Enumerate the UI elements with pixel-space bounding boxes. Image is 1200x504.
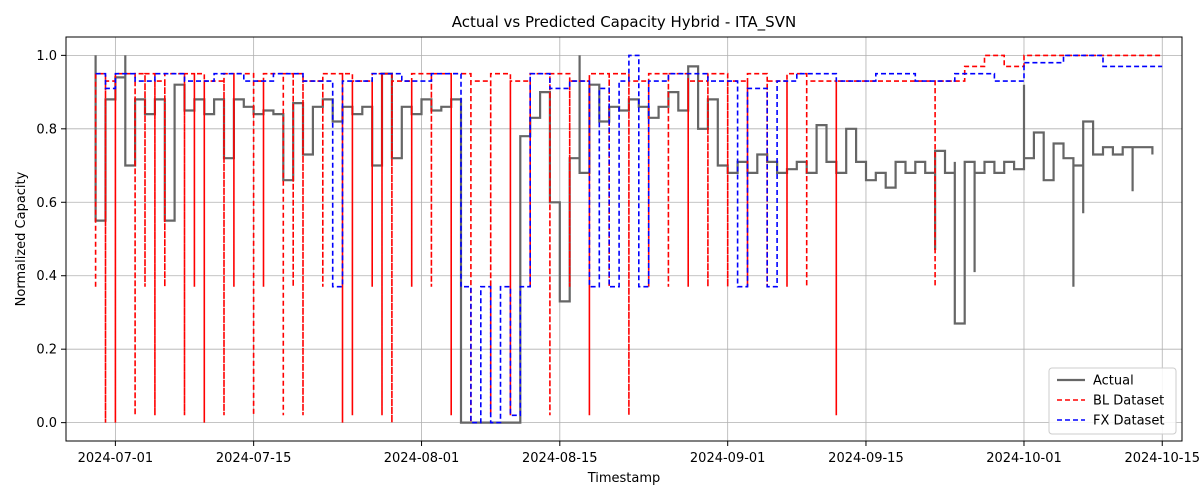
series-line-fx-dataset [95, 54, 1163, 424]
legend-label: FX Dataset [1093, 414, 1164, 429]
x-axis: 2024-07-01 2024-07-15 2024-08-01 2024-08-15… [78, 441, 1200, 466]
x-tick-label: 2024-08-01 [384, 451, 460, 466]
x-tick-label: 2024-08-15 [522, 451, 598, 466]
y-tick-label: 0.6 [36, 196, 57, 211]
series-layer [94, 54, 1163, 424]
legend-label: Actual [1093, 374, 1134, 389]
chart-title: Actual vs Predicted Capacity Hybrid - IT… [452, 13, 796, 32]
x-tick-label: 2024-09-15 [828, 451, 904, 466]
x-tick-label: 2024-07-01 [78, 451, 154, 466]
x-axis-label: Timestamp [587, 471, 661, 486]
y-tick-label: 0.2 [36, 343, 57, 358]
x-tick-label: 2024-10-15 [1124, 451, 1200, 466]
y-axis: 0.0 0.2 0.4 0.6 0.8 1.0 [36, 49, 66, 431]
y-tick-label: 0.4 [36, 269, 57, 284]
y-axis-label: Normalized Capacity [14, 171, 29, 306]
y-tick-label: 0.8 [36, 122, 57, 137]
x-tick-label: 2024-07-15 [216, 451, 292, 466]
y-tick-label: 0.0 [36, 416, 57, 431]
legend-label: BL Dataset [1093, 394, 1164, 409]
legend-box [1048, 367, 1177, 435]
legend: Actual BL Dataset FX Dataset [1048, 367, 1177, 435]
plot-frame [65, 36, 1183, 442]
y-tick-label: 1.0 [36, 49, 57, 64]
x-tick-label: 2024-10-01 [986, 451, 1062, 466]
x-tick-label: 2024-09-01 [690, 451, 766, 466]
